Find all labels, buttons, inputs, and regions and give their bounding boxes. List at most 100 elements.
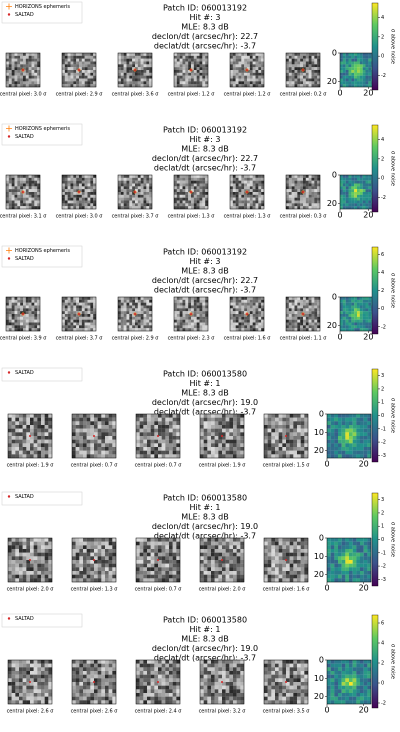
pixel bbox=[90, 560, 95, 564]
pixel bbox=[249, 84, 253, 88]
heatmap-cell bbox=[365, 177, 369, 181]
pixel bbox=[218, 549, 223, 553]
pixel bbox=[31, 194, 35, 198]
pixel bbox=[308, 58, 312, 62]
pixel bbox=[23, 53, 26, 56]
pixel bbox=[247, 70, 250, 73]
pixel bbox=[289, 421, 294, 426]
pixel bbox=[158, 443, 162, 448]
pixel bbox=[238, 70, 242, 73]
pixel bbox=[25, 297, 29, 300]
pixel bbox=[202, 78, 206, 82]
pixel bbox=[6, 81, 9, 85]
pixel bbox=[200, 432, 204, 437]
pixel bbox=[81, 319, 85, 323]
pixel bbox=[83, 417, 87, 422]
pixel bbox=[182, 308, 186, 312]
pixel bbox=[229, 545, 234, 550]
pixel bbox=[70, 197, 74, 201]
pixel bbox=[17, 58, 21, 62]
pixel bbox=[93, 186, 97, 190]
pixel bbox=[143, 177, 147, 181]
pixel bbox=[174, 311, 177, 315]
pixel bbox=[249, 197, 253, 201]
pixel bbox=[271, 552, 276, 557]
thumbnail-frame bbox=[135, 537, 181, 583]
pixel bbox=[37, 314, 41, 317]
pixel bbox=[202, 175, 206, 178]
pixel bbox=[75, 454, 80, 459]
pixel bbox=[230, 319, 233, 323]
pixel bbox=[308, 314, 312, 317]
pixel bbox=[154, 567, 159, 572]
pixel bbox=[135, 81, 138, 85]
pixel bbox=[305, 64, 309, 68]
pixel bbox=[146, 53, 150, 56]
pixel bbox=[23, 314, 26, 317]
pixel bbox=[205, 297, 209, 300]
pixel bbox=[22, 432, 27, 437]
pixel bbox=[293, 421, 298, 426]
pixel bbox=[317, 328, 321, 332]
pixel bbox=[108, 454, 113, 459]
pixel bbox=[169, 545, 173, 550]
pixel bbox=[244, 53, 248, 56]
heatmap-cell bbox=[351, 180, 355, 184]
pixel bbox=[311, 203, 315, 207]
pixel bbox=[261, 78, 265, 82]
pixel bbox=[286, 432, 290, 437]
pixel bbox=[161, 425, 166, 429]
pixel bbox=[140, 314, 144, 317]
pixel bbox=[158, 439, 162, 444]
pixel bbox=[182, 325, 186, 329]
pixel bbox=[143, 305, 147, 309]
heatmap-cell bbox=[345, 454, 350, 459]
panel-title: Patch ID: 060013192 bbox=[163, 126, 247, 135]
pixel bbox=[129, 75, 133, 79]
pixel bbox=[86, 421, 91, 426]
pixel bbox=[247, 322, 250, 326]
pixel bbox=[261, 192, 265, 195]
pixel bbox=[6, 75, 9, 79]
pixel bbox=[304, 578, 309, 583]
pixel bbox=[48, 578, 53, 583]
pixel bbox=[258, 203, 262, 207]
heatmap-cell bbox=[349, 541, 353, 546]
pixel bbox=[20, 316, 24, 320]
pixel bbox=[294, 200, 298, 204]
pixel bbox=[214, 578, 219, 583]
pixel bbox=[255, 58, 259, 62]
pixel bbox=[83, 545, 87, 550]
pixel bbox=[86, 574, 91, 579]
heatmap-cell bbox=[340, 64, 343, 68]
pixel bbox=[48, 450, 53, 455]
heatmap-cell bbox=[368, 206, 372, 210]
pixel bbox=[84, 61, 88, 65]
heatmap-cell bbox=[367, 443, 372, 448]
pixel bbox=[188, 302, 192, 306]
pixel bbox=[249, 311, 253, 315]
pixel bbox=[308, 203, 312, 207]
colorbar-label: σ above noise bbox=[390, 29, 396, 64]
heatmap-cell bbox=[363, 567, 368, 572]
heatmap-cell bbox=[340, 84, 343, 88]
marker bbox=[78, 69, 80, 71]
heatmap-cell bbox=[368, 175, 372, 178]
heatmap-cell bbox=[365, 75, 369, 79]
pixel bbox=[137, 53, 141, 56]
pixel bbox=[73, 175, 77, 178]
pixel bbox=[126, 197, 130, 201]
pixel bbox=[271, 436, 276, 440]
pixel bbox=[203, 571, 208, 575]
pixel bbox=[236, 450, 241, 455]
pixel bbox=[240, 436, 245, 440]
pixel bbox=[143, 70, 147, 73]
pixel bbox=[188, 67, 192, 71]
pixel bbox=[278, 428, 283, 433]
pixel bbox=[6, 203, 9, 207]
pixel bbox=[90, 78, 94, 82]
pixel bbox=[211, 439, 215, 444]
pixel bbox=[222, 549, 226, 553]
pixel bbox=[73, 67, 77, 71]
heatmap-cell bbox=[351, 53, 355, 56]
